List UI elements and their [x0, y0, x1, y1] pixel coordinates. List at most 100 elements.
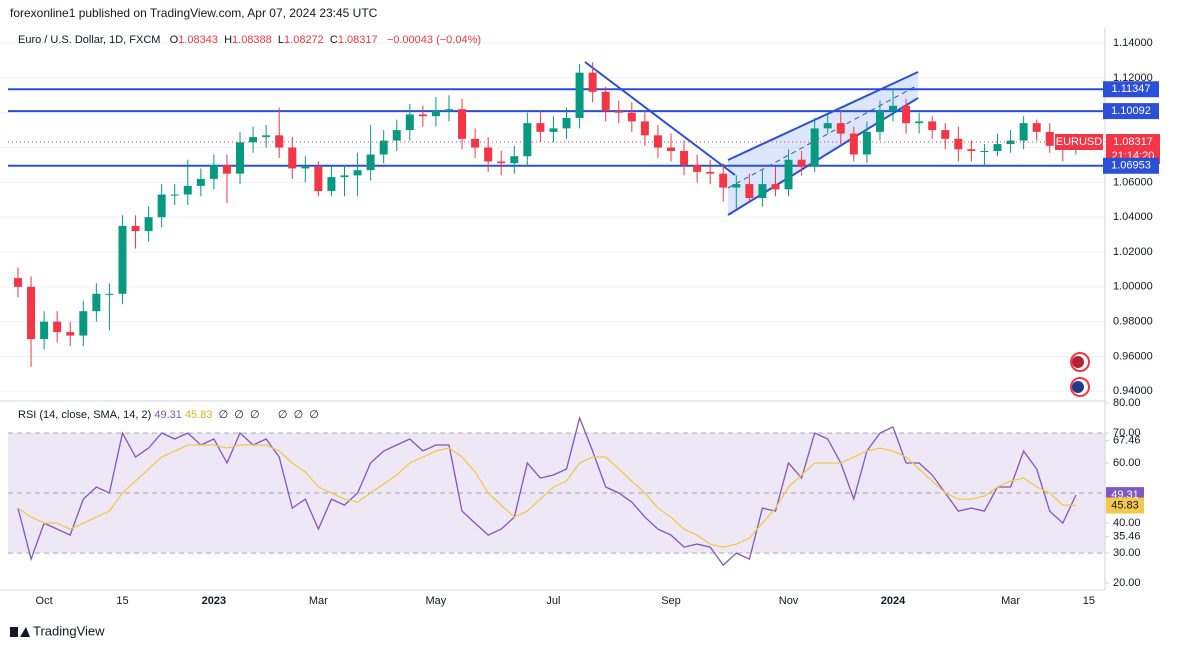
candle-body — [954, 138, 963, 150]
y-tick-label: 0.94000 — [1113, 385, 1153, 397]
x-tick-label: May — [426, 595, 447, 607]
channel-fill — [728, 72, 918, 215]
candle-body — [301, 166, 310, 169]
candle-body — [627, 112, 636, 122]
candle-body — [823, 123, 832, 129]
candle-body — [902, 105, 911, 124]
candle-body — [810, 128, 819, 167]
candle-body — [183, 185, 192, 195]
candle-body — [288, 147, 297, 169]
x-tick-label: 15 — [1083, 595, 1095, 607]
candle-body — [967, 149, 976, 152]
candle-body — [875, 110, 884, 132]
channel-mid — [727, 84, 919, 189]
candle-body — [889, 105, 898, 111]
y-tick-label: 67.46 — [1113, 435, 1141, 447]
candle-body — [131, 225, 140, 232]
rsi-line — [17, 415, 1077, 567]
candle-body — [993, 144, 1002, 152]
logo-mark — [20, 627, 30, 637]
candle-body — [1006, 140, 1015, 145]
candle-body — [1045, 131, 1054, 146]
candle-body — [693, 164, 702, 172]
trend-line — [584, 61, 736, 176]
candle-body — [601, 91, 610, 111]
logo: TradingView — [10, 623, 105, 638]
candle-body — [222, 164, 231, 174]
candle-body — [575, 72, 584, 118]
x-tick-label: 2023 — [202, 595, 226, 607]
candle-body — [732, 184, 741, 188]
candle-body — [418, 114, 427, 117]
candle-body — [980, 151, 989, 153]
ohlc-value: 1.08317 — [337, 34, 378, 46]
candle-body — [340, 175, 349, 178]
ohlc-label: O — [169, 34, 179, 46]
publisher: forexonline1 published on TradingView.co… — [10, 6, 378, 20]
change: −0.00043 (−0.04%) — [386, 34, 482, 46]
y-tick-label: 1.02000 — [1113, 246, 1153, 258]
candle-body — [105, 293, 114, 295]
level-badge — [1103, 81, 1159, 98]
x-tick-label: Sep — [661, 595, 681, 607]
rsi-line — [17, 444, 1076, 548]
candle-body — [366, 154, 375, 171]
symbol-title: Euro / U.S. Dollar, 1D, FXCM — [18, 34, 161, 46]
candle-body — [471, 138, 480, 148]
candle-body — [66, 332, 75, 336]
x-tick-label: Oct — [36, 595, 53, 607]
y-tick-label: 40.00 — [1113, 517, 1141, 529]
candle-body — [196, 178, 205, 186]
x-tick-label: 15 — [116, 595, 128, 607]
candle-body — [862, 131, 871, 155]
candle-body — [719, 173, 728, 188]
candle-body — [667, 147, 675, 152]
candle-body — [314, 166, 323, 192]
x-tick-label: Mar — [1001, 595, 1020, 607]
candle-body — [510, 156, 519, 164]
candle-body — [588, 72, 597, 92]
candle-body — [497, 161, 506, 164]
x-tick-label: Mar — [309, 595, 328, 607]
grid — [0, 42, 1109, 584]
symbol-tag-text: EURUSD — [1056, 136, 1103, 148]
level-badge-text: 1.06953 — [1111, 160, 1151, 172]
last-price-text: 1.08317 — [1113, 136, 1153, 148]
candle-body — [549, 128, 558, 132]
y-tick-label: 20.00 — [1113, 577, 1141, 589]
legend: Euro / U.S. Dollar, 1D, FXCM O1.08343 H1… — [18, 34, 481, 46]
candle-body — [92, 293, 101, 312]
candle-body — [157, 194, 166, 218]
placeholder: ∅ ∅ ∅ — [277, 409, 319, 421]
candle-body — [562, 117, 571, 129]
marks — [8, 62, 1105, 567]
candle-body — [431, 110, 440, 117]
y-tick-label: 0.96000 — [1113, 350, 1153, 362]
candle-body — [209, 164, 218, 179]
candle-body — [170, 194, 179, 196]
flag-eu-inner — [1072, 381, 1084, 393]
ohlc: O1.08343 H1.08388 L1.08272 C1.08317 — [170, 34, 384, 46]
logo-mark — [10, 627, 18, 637]
candle-body — [79, 311, 88, 336]
candle-body — [327, 177, 336, 192]
candle-body — [353, 170, 362, 176]
candle-body — [680, 151, 689, 165]
placeholder: ∅ ∅ ∅ — [218, 409, 260, 421]
y-tick-label: 80.00 — [1113, 397, 1141, 409]
level-badge — [1103, 157, 1159, 174]
candle-body — [614, 110, 623, 113]
ohlc-label: C — [329, 34, 338, 46]
candle-body — [758, 184, 767, 199]
candle-body — [706, 171, 715, 174]
ohlc-label: L — [277, 34, 285, 46]
candle-body — [941, 130, 950, 139]
candle-body — [1032, 123, 1041, 132]
candle-body — [444, 109, 453, 111]
candle-body — [523, 123, 532, 157]
candle-body — [458, 109, 467, 139]
level-badge-text: 1.11347 — [1112, 83, 1151, 95]
candle-body — [379, 140, 388, 155]
candle-body — [915, 121, 924, 124]
candle-body — [40, 321, 49, 340]
